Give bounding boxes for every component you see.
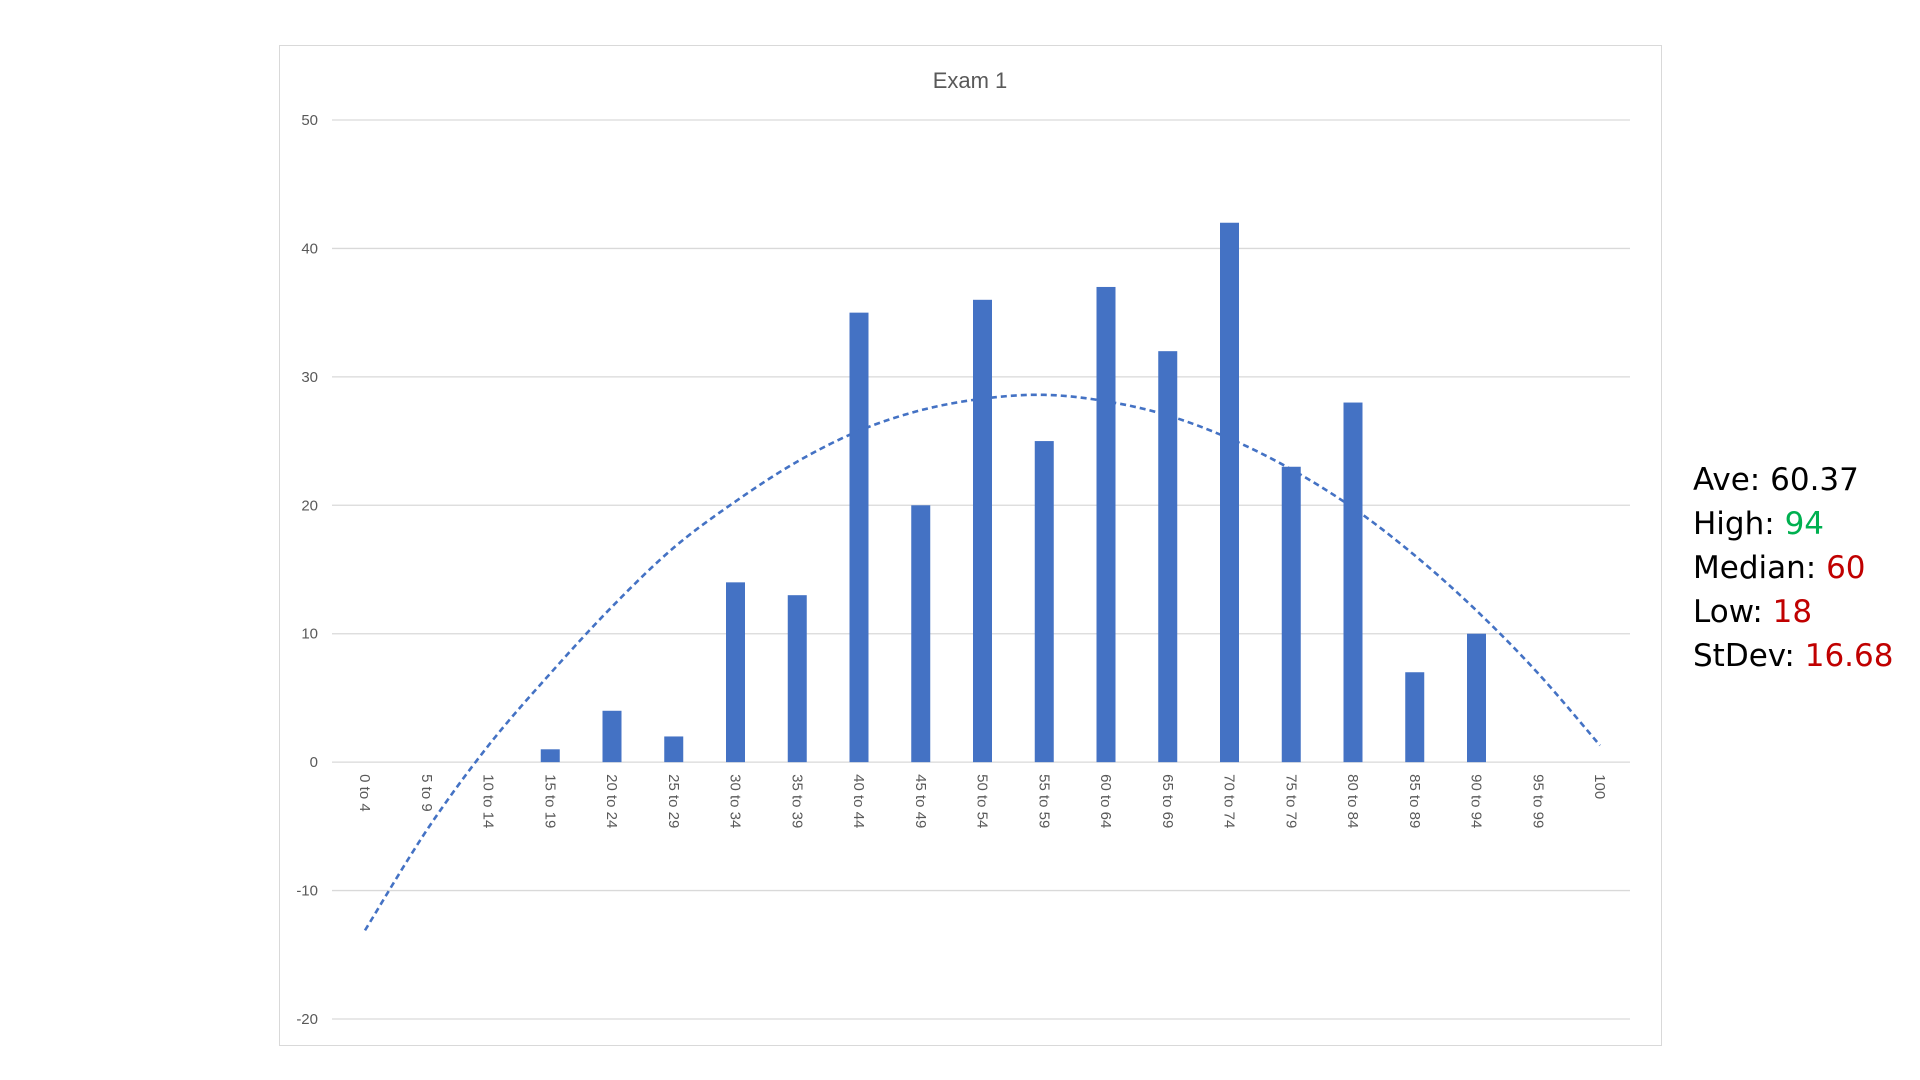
y-tick-label: 20 (301, 497, 318, 514)
bar (1343, 402, 1363, 763)
bar (973, 299, 992, 763)
x-tick-label: 80 to 84 (1344, 774, 1361, 828)
stat-stdev-label: StDev: (1693, 638, 1795, 674)
stat-high: High: 94 (1693, 502, 1893, 546)
bar (1158, 351, 1178, 763)
stat-high-label: High: (1693, 506, 1775, 542)
stat-average-label: Ave: (1693, 462, 1761, 498)
x-tick-label: 0 to 4 (356, 774, 373, 812)
bar (849, 312, 869, 763)
stat-average-value: 60.37 (1770, 462, 1859, 498)
bar (1220, 222, 1239, 763)
y-tick-label: -20 (296, 1011, 318, 1028)
y-tick-label: 0 (310, 754, 318, 771)
bar (540, 749, 560, 763)
x-tick-label: 15 to 19 (541, 774, 558, 828)
stat-median: Median: 60 (1693, 546, 1893, 590)
bar (787, 595, 807, 763)
x-tick-label: 65 to 69 (1159, 774, 1176, 828)
x-tick-label: 95 to 99 (1529, 774, 1546, 828)
bar (1467, 633, 1486, 763)
stat-low: Low: 18 (1693, 590, 1893, 634)
bar (911, 505, 931, 763)
x-tick-label: 30 to 34 (727, 774, 744, 828)
chart-title: Exam 1 (933, 68, 1008, 93)
y-tick-label: -10 (296, 883, 318, 900)
x-tick-label: 90 to 94 (1468, 774, 1485, 828)
x-tick-label: 70 to 74 (1221, 774, 1238, 828)
x-tick-label: 60 to 64 (1097, 774, 1114, 828)
bars (540, 222, 1486, 763)
x-tick-label: 55 to 59 (1035, 774, 1052, 828)
x-tick-label: 20 to 24 (603, 774, 620, 828)
stat-median-label: Median: (1693, 550, 1817, 586)
x-tick-label: 75 to 79 (1282, 774, 1299, 828)
x-axis-ticks: 0 to 4 5 to 9 10 to 14 15 to 19 20 to 24 25 t… (356, 774, 1608, 828)
x-tick-label: 100 (1591, 774, 1608, 799)
x-tick-label: 40 to 44 (850, 774, 867, 828)
stat-stdev: StDev: 16.68 (1693, 634, 1893, 678)
trendline-series (363, 393, 1601, 932)
stat-average: Ave: 60.37 (1693, 458, 1893, 502)
x-tick-label: 25 to 29 (665, 774, 682, 828)
bar (602, 710, 622, 763)
bar (1034, 441, 1054, 763)
bar (1405, 672, 1425, 763)
stat-median-value: 60 (1826, 550, 1866, 586)
x-tick-label: 5 to 9 (418, 774, 435, 812)
bar (726, 582, 745, 763)
stat-high-value: 94 (1784, 506, 1825, 542)
stats-panel: Ave: 60.37 High: 94 Median: 60 Low: 18 S… (1693, 458, 1893, 678)
stat-low-label: Low: (1693, 594, 1763, 630)
stat-low-value: 18 (1772, 594, 1813, 630)
x-tick-label: 45 to 49 (912, 774, 929, 828)
bar (1096, 286, 1116, 763)
trendline (363, 393, 1601, 932)
x-tick-label: 50 to 54 (974, 774, 991, 828)
bar (1281, 466, 1301, 763)
y-tick-label: 40 (301, 240, 318, 257)
y-tick-label: 50 (301, 112, 318, 129)
x-tick-label: 85 to 89 (1406, 774, 1423, 828)
y-axis-ticks: 50 40 30 20 10 0 -10 -20 (296, 112, 318, 1028)
bar (664, 736, 684, 763)
y-tick-label: 10 (301, 626, 318, 643)
y-tick-label: 30 (301, 369, 318, 386)
stat-stdev-value: 16.68 (1804, 638, 1894, 674)
x-tick-label: 35 to 39 (788, 774, 805, 828)
x-tick-label: 10 to 14 (480, 774, 497, 828)
